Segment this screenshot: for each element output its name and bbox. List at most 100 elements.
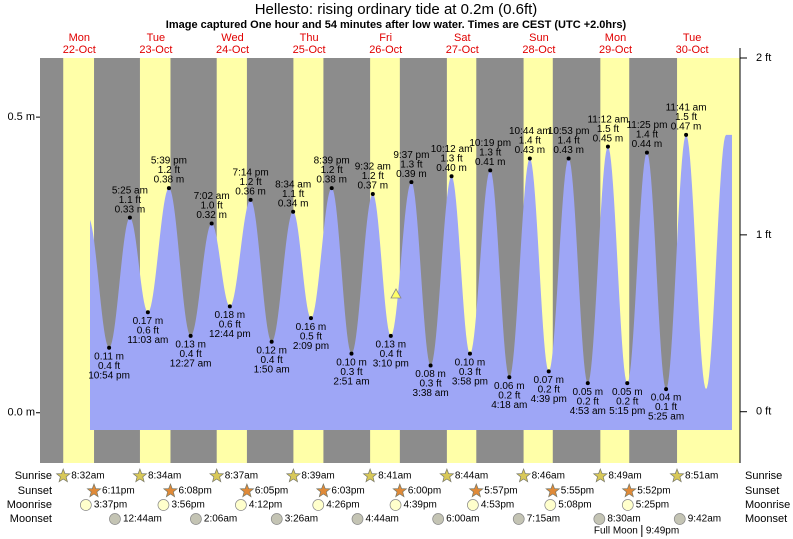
- tide-label: 0.04 m: [651, 393, 682, 404]
- tide-label: 0.1 ft: [655, 402, 677, 413]
- moonset-icon: [432, 513, 444, 525]
- tide-label: 0.40 m: [436, 163, 467, 174]
- tide-label: 1.2 ft: [362, 171, 384, 182]
- tide-label: 12:44 pm: [209, 329, 251, 340]
- sun-icon: [162, 483, 179, 498]
- row-label: Moonset: [745, 513, 787, 525]
- y2-tick-label: 0 ft: [756, 406, 771, 418]
- sun-icon: [239, 483, 255, 498]
- tide-label: 0.4 ft: [98, 361, 120, 372]
- tide-point: [566, 156, 571, 161]
- moonrise-time: 4:53pm: [481, 500, 514, 511]
- moonset-icon: [673, 513, 686, 525]
- tide-label: 0.6 ft: [137, 325, 159, 336]
- tide-label: 0.5 ft: [300, 331, 322, 342]
- tide-point: [329, 186, 334, 191]
- moon-phase-time: 9:49pm: [646, 526, 679, 537]
- tide-label: 7:14 pm: [233, 168, 269, 179]
- tide-label: 0.13 m: [376, 340, 407, 351]
- tide-label: 7:02 am: [194, 191, 230, 202]
- day-date: 30-Oct: [676, 44, 709, 56]
- tide-label: 1.2 ft: [321, 165, 343, 176]
- sunset-time: 6:05pm: [255, 486, 288, 497]
- moonset-icon: [190, 513, 202, 525]
- day-name: Mon: [605, 32, 626, 44]
- tide-label: 4:39 pm: [531, 394, 567, 405]
- tide-label: 0.43 m: [515, 145, 546, 156]
- tide-label: 0.07 m: [533, 375, 564, 386]
- sun-icon: [86, 483, 102, 498]
- tide-point: [370, 191, 375, 196]
- moonrise-time: 3:37pm: [94, 500, 127, 511]
- tide-label: 5:25 am: [112, 185, 148, 196]
- tide-point: [527, 156, 532, 161]
- sun-icon: [592, 468, 608, 483]
- tide-label: 8:39 pm: [314, 156, 350, 167]
- sun-icon: [132, 468, 148, 483]
- moonset-time: 6:00am: [446, 514, 479, 525]
- tide-label: 0.38 m: [154, 175, 185, 186]
- tide-label: 10:19 pm: [469, 138, 511, 149]
- row-label: Moonrise: [745, 499, 790, 511]
- tide-point: [388, 333, 393, 338]
- tide-point: [227, 304, 232, 309]
- day-name: Fri: [379, 32, 392, 44]
- moonset-time: 2:06am: [204, 514, 237, 525]
- tide-label: 11:25 pm: [626, 120, 667, 131]
- moonrise-icon: [79, 499, 92, 511]
- sun-icon: [439, 468, 455, 483]
- tide-label: 0.4 ft: [380, 349, 402, 360]
- day-name: Sat: [454, 32, 471, 44]
- moonrise-icon: [157, 499, 170, 511]
- day-name: Thu: [300, 32, 319, 44]
- y2-tick-label: 1 ft: [756, 229, 771, 241]
- moonset-icon: [351, 513, 364, 525]
- tide-label: 8:34 am: [275, 179, 311, 190]
- tide-label: 1:50 am: [254, 364, 290, 375]
- moonset-time: 7:15am: [527, 514, 560, 525]
- tide-label: 0.32 m: [196, 210, 227, 221]
- tide-label: 3:10 pm: [373, 359, 409, 370]
- moonrise-time: 4:12pm: [249, 500, 282, 511]
- tide-label: 0.05 m: [612, 387, 643, 398]
- sunset-time: 5:52pm: [637, 486, 670, 497]
- tide-label: 0.37 m: [358, 181, 389, 192]
- tide-label: 0.43 m: [553, 145, 584, 156]
- row-label: Sunset: [18, 485, 52, 497]
- tide-label: 3:38 am: [413, 388, 449, 399]
- moonset-time: 12:44am: [123, 514, 162, 525]
- tide-label: 5:39 pm: [151, 156, 187, 167]
- sunrise-time: 8:39am: [301, 471, 334, 482]
- tide-label: 0.3 ft: [419, 379, 441, 390]
- moonrise-icon: [467, 499, 479, 511]
- tide-label: 1.0 ft: [201, 201, 223, 212]
- tide-label: 0.08 m: [415, 369, 446, 380]
- tide-label: 10:54 pm: [88, 370, 130, 381]
- tide-point: [349, 351, 354, 356]
- tide-label: 1.3 ft: [440, 153, 462, 164]
- sunrise-time: 8:44am: [455, 471, 488, 482]
- tide-label: 0.44 m: [632, 139, 663, 150]
- tide-label: 9:32 am: [355, 162, 391, 173]
- sun-icon: [621, 483, 637, 498]
- tide-label: 0.6 ft: [219, 319, 241, 330]
- day-name: Tue: [147, 32, 166, 44]
- tide-label: 0.2 ft: [616, 396, 638, 407]
- tide-label: 0.3 ft: [459, 367, 481, 378]
- sunset-time: 5:57pm: [484, 486, 517, 497]
- day-date: 27-Oct: [446, 44, 479, 56]
- moonrise-time: 4:26pm: [326, 500, 359, 511]
- tide-label: 1.2 ft: [158, 165, 180, 176]
- moonset-icon: [270, 513, 283, 525]
- tide-label: 0.2 ft: [577, 396, 599, 407]
- tide-label: 0.33 m: [115, 204, 146, 215]
- tide-label: 0.11 m: [94, 351, 124, 362]
- sun-icon: [285, 468, 302, 483]
- tide-label: 11:03 am: [127, 335, 168, 346]
- sun-icon: [392, 483, 408, 498]
- tide-point: [507, 375, 512, 380]
- tide-point: [449, 174, 454, 179]
- moonrise-icon: [312, 499, 325, 511]
- day-date: 25-Oct: [293, 44, 326, 56]
